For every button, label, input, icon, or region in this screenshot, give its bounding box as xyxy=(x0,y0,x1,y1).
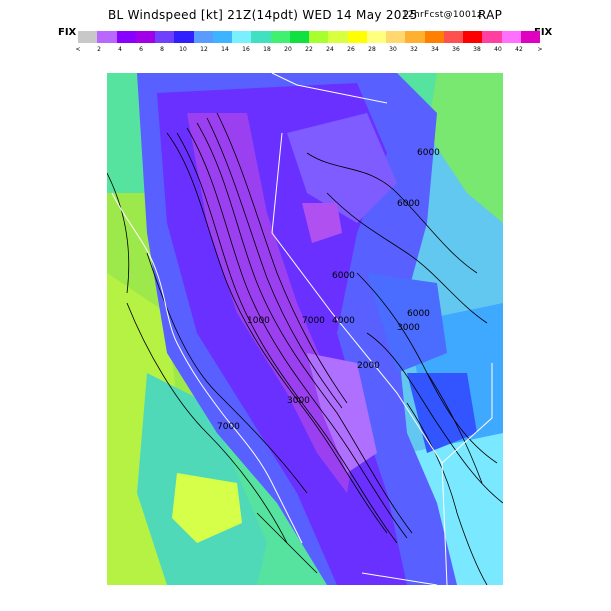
colorbar-swatch xyxy=(443,31,463,43)
colorbar-tick-label: 12 xyxy=(200,46,208,53)
colorbar-tick-label: 18 xyxy=(263,46,271,53)
colorbar-swatch xyxy=(251,31,271,43)
colorbar-tick-label: 26 xyxy=(347,46,355,53)
windspeed-map: 6000 6000 6000 6000 3000 7000 4000 2000 … xyxy=(107,73,503,585)
colorbar-swatch xyxy=(463,31,483,43)
valley-violet-region xyxy=(187,113,357,493)
contour-label-2: 6000 xyxy=(397,199,420,209)
colorbar-swatch xyxy=(328,31,348,43)
colorbar-tick-label: 38 xyxy=(473,46,481,53)
contour-label-8: 2000 xyxy=(357,361,380,371)
east-royal-blue-patch xyxy=(407,373,477,453)
contour-label-1: 6000 xyxy=(417,148,440,158)
contour-lines xyxy=(107,112,503,585)
colorbar-swatch xyxy=(155,31,175,43)
colorbar-swatch xyxy=(116,31,136,43)
colorbar-swatch xyxy=(212,31,232,43)
contour-label-3: 6000 xyxy=(407,309,430,319)
colorbar-tick-label: 42 xyxy=(515,46,523,53)
colorbar-tick-label: 34 xyxy=(431,46,439,53)
colorbar-swatch xyxy=(78,31,98,43)
colorbar-tick-label: 20 xyxy=(284,46,292,53)
colorbar-swatch xyxy=(97,31,117,43)
colorbar-left-label: FIX xyxy=(58,27,77,38)
colorbar-tick-label: 22 xyxy=(305,46,313,53)
contour-label-5: 3000 xyxy=(397,323,420,333)
coastline xyxy=(111,192,303,544)
colorbar-tick-label: 8 xyxy=(160,46,164,53)
central-magenta-patch xyxy=(302,203,342,243)
colorbar-tick-label: 30 xyxy=(389,46,397,53)
colorbar-tick-label: 2 xyxy=(97,46,101,53)
colorbar-swatch xyxy=(424,31,444,43)
colorbar-tick-label: < xyxy=(75,46,81,53)
colorbar-swatch xyxy=(347,31,367,43)
title-forecast: 12hrFcst@1001z xyxy=(402,10,483,20)
colorbar-tick-label: 40 xyxy=(494,46,502,53)
colorbar-swatch xyxy=(174,31,194,43)
colorbar-swatch xyxy=(309,31,329,43)
colorbar-swatch xyxy=(193,31,213,43)
colorbar xyxy=(78,31,540,43)
colorbar-tick-label: 4 xyxy=(118,46,122,53)
contour-label-7: 4000 xyxy=(332,316,355,326)
east-blue-patch xyxy=(367,273,447,373)
contour-label-10: 7000 xyxy=(217,422,240,432)
contour-label-11: 3000 xyxy=(287,396,310,406)
colorbar-tick-label: 32 xyxy=(410,46,418,53)
state-borders xyxy=(271,73,493,585)
colorbar-swatch xyxy=(386,31,406,43)
colorbar-swatch xyxy=(135,31,155,43)
colorbar-swatch xyxy=(366,31,386,43)
colorbar-tick-label: 14 xyxy=(221,46,229,53)
colorbar-tick-label: 6 xyxy=(139,46,143,53)
colorbar-swatch xyxy=(270,31,290,43)
colorbar-tick-label: > xyxy=(537,46,543,53)
colorbar-swatch xyxy=(501,31,521,43)
colorbar-swatch xyxy=(289,31,309,43)
colorbar-right-label: FIX xyxy=(534,27,553,38)
colorbar-swatch xyxy=(405,31,425,43)
ocean-yellow-patch xyxy=(172,473,242,543)
contour-label-6: 7000 xyxy=(302,316,325,326)
title-main: BL Windspeed [kt] 21Z(14pdt) WED 14 May … xyxy=(108,8,418,22)
colorbar-tick-label: 10 xyxy=(179,46,187,53)
colorbar-tick-label: 16 xyxy=(242,46,250,53)
colorbar-ticks: <2 4 6 8 10 12 14 16 18 20 22 24 26 28 30 32 34 36 38 40 42 > xyxy=(75,46,543,56)
northern-lavender-patch xyxy=(287,113,397,223)
contour-label-4: 6000 xyxy=(332,271,355,281)
northeast-green-region xyxy=(427,73,503,223)
contour-label-9: 1000 xyxy=(247,316,270,326)
colorbar-tick-label: 28 xyxy=(368,46,376,53)
colorbar-swatch xyxy=(232,31,252,43)
colorbar-tick-label: 36 xyxy=(452,46,460,53)
colorbar-swatch xyxy=(520,31,540,43)
figure-title: BL Windspeed [kt] 21Z(14pdt) WED 14 May … xyxy=(0,8,611,24)
colorbar-tick-label: 24 xyxy=(326,46,334,53)
colorbar-swatch xyxy=(482,31,502,43)
title-model: RAP xyxy=(478,8,503,22)
